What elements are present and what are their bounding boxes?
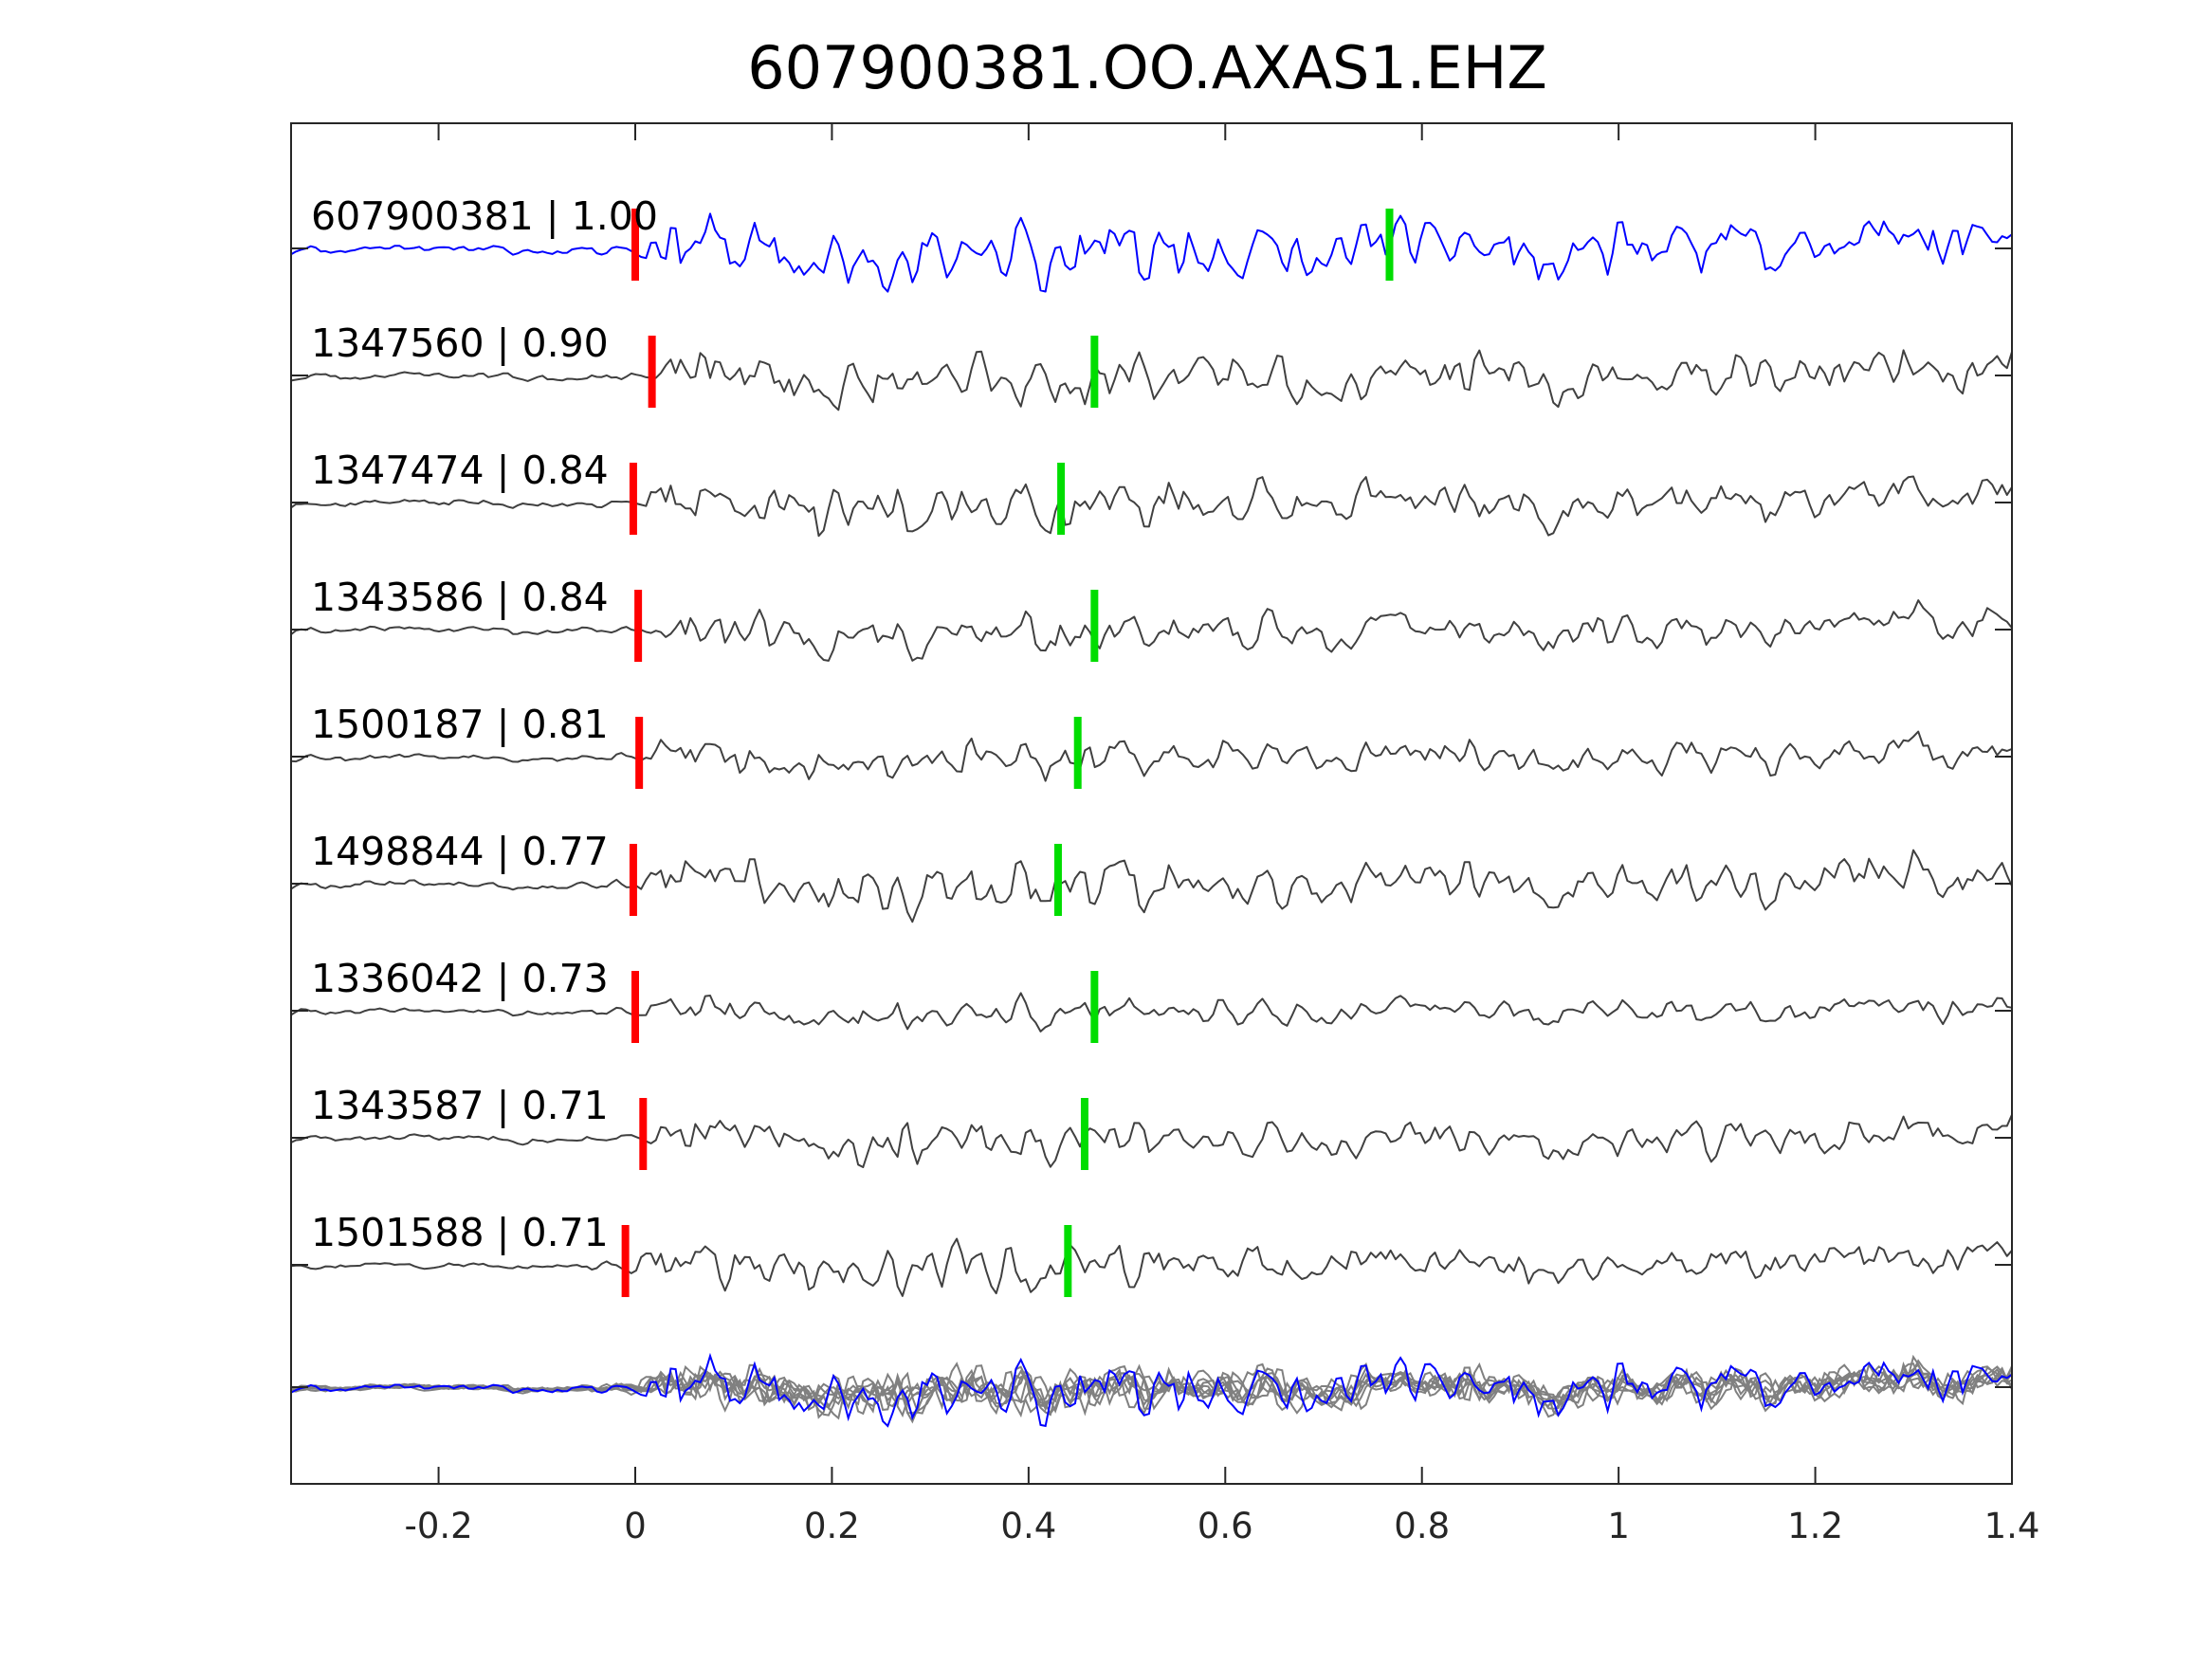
trace-line-1343586 (290, 599, 2013, 662)
x-tick-label: -0.2 (404, 1506, 472, 1546)
trace-labels-layer: 607900381 | 1.00 1347560 | 0.90 1347474 | … (311, 193, 658, 1255)
trace-line-1336042 (290, 992, 2013, 1033)
trace-label-1501588: 1501588 | 0.71 (311, 1210, 609, 1255)
x-tick-label: 0.6 (1197, 1506, 1253, 1546)
x-tick-label: 0.2 (804, 1506, 860, 1546)
trace-line-1347560 (290, 349, 2013, 411)
chart-title: 607900381.OO.AXAS1.EHZ (747, 33, 1547, 102)
x-tick-label: 1.2 (1787, 1506, 1843, 1546)
trace-line-1343587 (290, 1114, 2013, 1168)
x-tick-label: 1.4 (1984, 1506, 2040, 1546)
trace-label-1498844: 1498844 | 0.77 (311, 829, 609, 874)
x-tick-label: 0 (624, 1506, 647, 1546)
trace-line-607900381 (290, 212, 2013, 293)
trace-label-1500187: 1500187 | 0.81 (311, 702, 609, 747)
x-tick-label: 0.8 (1394, 1506, 1450, 1546)
trace-line-1347474 (290, 475, 2013, 538)
trace-label-607900381: 607900381 | 1.00 (311, 193, 658, 239)
trace-line-1500187 (290, 730, 2013, 782)
trace-label-1336042: 1336042 | 0.73 (311, 956, 609, 1001)
x-tick-label: 1 (1607, 1506, 1630, 1546)
traces-layer (290, 212, 2013, 1428)
picks-layer (621, 209, 1394, 1297)
x-tick-label: 0.4 (1000, 1506, 1056, 1546)
trace-line-1501588 (290, 1237, 2013, 1297)
axes-layer: -0.2 0 0.2 0.4 0.6 0.8 1 1.2 1.4 (290, 122, 2040, 1546)
trace-label-1343587: 1343587 | 0.71 (311, 1083, 609, 1128)
trace-label-1347560: 1347560 | 0.90 (311, 320, 609, 366)
trace-label-1343586: 1343586 | 0.84 (311, 575, 609, 620)
trace-label-1347474: 1347474 | 0.84 (311, 448, 609, 493)
trace-line-1498844 (290, 849, 2013, 923)
overlay-template-line (290, 1352, 2013, 1428)
overlay-trace-line-1343587 (290, 1365, 2013, 1416)
axes-box (290, 122, 2013, 1485)
